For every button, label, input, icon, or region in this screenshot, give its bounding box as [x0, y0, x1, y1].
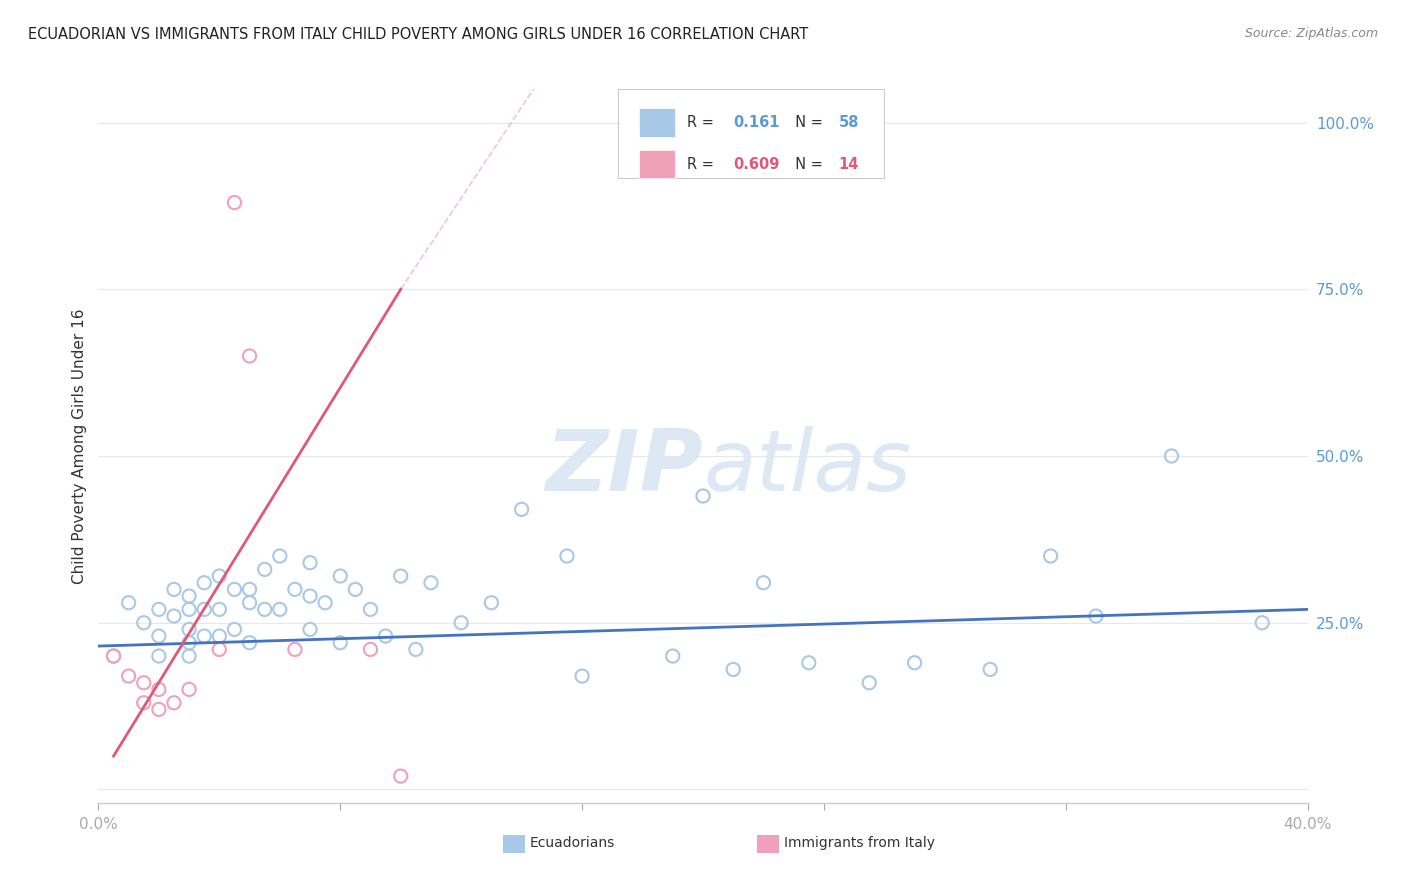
Point [752, 575, 775, 590]
Point [374, 629, 396, 643]
Point [329, 636, 352, 650]
Point [253, 562, 276, 576]
Point [163, 609, 186, 624]
FancyBboxPatch shape [619, 89, 884, 178]
Point [858, 675, 880, 690]
Point [360, 602, 382, 616]
Bar [758, 835, 779, 853]
Point [177, 649, 201, 664]
Point [555, 549, 578, 563]
Point [177, 623, 201, 637]
Point [239, 636, 262, 650]
Point [148, 602, 170, 616]
Point [284, 642, 307, 657]
Point [193, 602, 215, 616]
Text: Source: ZipAtlas.com: Source: ZipAtlas.com [1244, 27, 1378, 40]
Text: 58: 58 [838, 115, 859, 130]
Bar [503, 835, 526, 853]
Point [329, 569, 352, 583]
Point [269, 549, 291, 563]
Text: 0.161: 0.161 [734, 115, 780, 130]
Point [239, 596, 262, 610]
Point [481, 596, 503, 610]
Point [103, 649, 125, 664]
Point [163, 696, 186, 710]
Point [314, 596, 336, 610]
Point [103, 649, 125, 664]
Point [419, 575, 441, 590]
Point [118, 669, 141, 683]
Point [148, 702, 170, 716]
Point [661, 649, 683, 664]
Point [510, 502, 533, 516]
Point [299, 623, 322, 637]
Point [450, 615, 472, 630]
Point [163, 582, 186, 597]
Text: Immigrants from Italy: Immigrants from Italy [785, 837, 935, 850]
Point [284, 582, 307, 597]
Point [118, 596, 141, 610]
Text: R =: R = [688, 157, 718, 171]
Point [177, 636, 201, 650]
Text: 14: 14 [838, 157, 859, 171]
Point [239, 349, 262, 363]
Point [389, 569, 412, 583]
Point [224, 195, 246, 210]
Point [405, 642, 427, 657]
Point [299, 589, 322, 603]
Point [1039, 549, 1062, 563]
Point [299, 556, 322, 570]
Point [193, 629, 215, 643]
Point [979, 662, 1001, 676]
Text: N =: N = [786, 115, 828, 130]
Point [239, 582, 262, 597]
Text: ZIP: ZIP [546, 425, 703, 509]
Point [1160, 449, 1182, 463]
Text: ECUADORIAN VS IMMIGRANTS FROM ITALY CHILD POVERTY AMONG GIRLS UNDER 16 CORRELATI: ECUADORIAN VS IMMIGRANTS FROM ITALY CHIL… [28, 27, 808, 42]
Y-axis label: Child Poverty Among Girls Under 16: Child Poverty Among Girls Under 16 [72, 309, 87, 583]
Point [177, 589, 201, 603]
Point [360, 642, 382, 657]
Point [797, 656, 820, 670]
Point [208, 642, 231, 657]
Point [1251, 615, 1274, 630]
Bar [638, 150, 675, 178]
Point [148, 649, 170, 664]
Point [148, 682, 170, 697]
Point [224, 623, 246, 637]
Point [1085, 609, 1108, 624]
Point [344, 582, 367, 597]
Text: N =: N = [786, 157, 828, 171]
Point [132, 615, 155, 630]
Point [208, 569, 231, 583]
Point [132, 696, 155, 710]
Point [224, 582, 246, 597]
Text: atlas: atlas [703, 425, 911, 509]
Bar [638, 109, 675, 137]
Point [132, 675, 155, 690]
Point [269, 602, 291, 616]
Text: 0.609: 0.609 [734, 157, 779, 171]
Point [208, 602, 231, 616]
Text: R =: R = [688, 115, 718, 130]
Point [177, 602, 201, 616]
Point [721, 662, 744, 676]
Text: Ecuadorians: Ecuadorians [530, 837, 616, 850]
Point [208, 629, 231, 643]
Point [253, 602, 276, 616]
Point [571, 669, 593, 683]
Point [177, 682, 201, 697]
Point [148, 629, 170, 643]
Point [389, 769, 412, 783]
Point [193, 575, 215, 590]
Point [692, 489, 714, 503]
Point [904, 656, 927, 670]
